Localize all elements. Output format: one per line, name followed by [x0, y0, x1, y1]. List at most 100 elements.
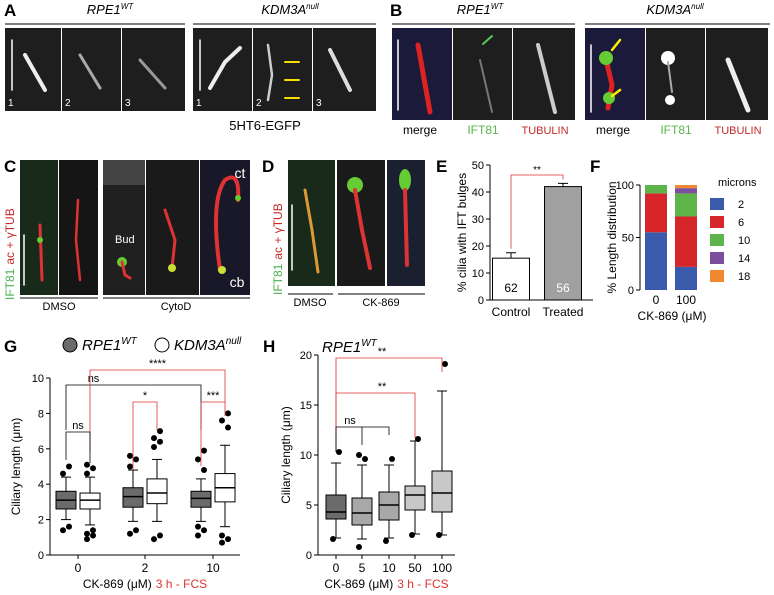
- x-axis-label-main: CK-869 (μM): [83, 577, 152, 591]
- error-bar: [558, 182, 568, 187]
- x-axis-label-note: 3 h - FCS: [397, 577, 448, 591]
- significance-bracket: [510, 174, 564, 249]
- significance-bracket: [65, 431, 91, 463]
- group-name: KDM3A: [646, 2, 691, 17]
- stain-green: IFT81: [3, 268, 17, 300]
- outlier: [84, 470, 90, 477]
- legend-swatch: [710, 252, 724, 264]
- outlier: [389, 456, 395, 462]
- x-tick-label: 50: [408, 561, 422, 575]
- y-tick-label: 20: [300, 350, 312, 362]
- outlier: [195, 532, 201, 539]
- panel-a: A RPE1WT KDM3Anull 1 2 3 1 2 3 5HT6-EGFP: [4, 1, 376, 133]
- x-axis-label: CK-869 (μM) 3 h - FCS: [83, 577, 207, 591]
- image-number: 3: [125, 98, 131, 109]
- outlier: [436, 532, 442, 538]
- significance-bracket: [335, 426, 390, 452]
- image-number: 2: [256, 98, 262, 109]
- box: [190, 490, 212, 508]
- y-tick-label: 0: [38, 550, 44, 562]
- significance-label: ns: [88, 373, 100, 385]
- group-name: RPE1: [87, 2, 121, 17]
- outlier: [225, 410, 231, 417]
- significance-bracket: [132, 401, 158, 470]
- annotation: Bud: [115, 234, 135, 246]
- panel-d: D IFT81 ac + γTUB DMSO CK-869: [262, 157, 425, 309]
- panel-label: D: [262, 157, 274, 176]
- y-tick-label: 0: [628, 285, 634, 297]
- bar-segment: [645, 185, 667, 194]
- y-tick-label: 10: [300, 450, 312, 462]
- bar-segment: [645, 193, 667, 233]
- outlier: [442, 361, 448, 367]
- significance-label: ns: [344, 415, 356, 427]
- legend-swatch: [710, 270, 724, 282]
- outlier: [219, 539, 225, 546]
- y-tick-label: 50: [472, 160, 484, 172]
- bar: [492, 257, 530, 301]
- outlier: [127, 452, 133, 459]
- micrograph: [253, 28, 312, 111]
- y-tick-label: 100: [616, 180, 634, 192]
- box: [79, 492, 101, 510]
- legend-name: KDM3A: [174, 337, 226, 354]
- x-axis-label: CK-869 (μM) 3 h - FCS: [324, 577, 448, 591]
- micrograph-mask: [103, 160, 145, 185]
- box: [404, 485, 426, 511]
- outlier: [90, 465, 96, 472]
- outlier: [84, 461, 90, 468]
- x-axis-label: CK-869 (μM): [638, 309, 707, 323]
- outlier: [84, 536, 90, 543]
- legend-sup: null: [226, 336, 242, 347]
- outlier: [330, 536, 336, 542]
- micrograph: [62, 28, 121, 111]
- x-tick-label: 10: [206, 561, 220, 575]
- outlier: [151, 435, 157, 442]
- image-number: 2: [65, 98, 71, 109]
- y-tick-label: 8: [38, 408, 44, 420]
- annotation: cb: [230, 274, 245, 290]
- legend-sup: WT: [121, 336, 137, 347]
- x-tick-label: Control: [492, 305, 531, 319]
- panel-label: C: [4, 157, 16, 176]
- outlier: [219, 417, 225, 424]
- outlier: [336, 449, 342, 455]
- y-tick-label: 10: [32, 373, 44, 385]
- outlier: [127, 530, 133, 537]
- bar-segment: [675, 266, 697, 290]
- y-axis-label: % Length distribution: [605, 181, 619, 293]
- stain-label: IFT81 ac + γTUB: [3, 208, 17, 300]
- legend-title: microns: [718, 177, 757, 189]
- y-tick-label: 0: [306, 550, 312, 562]
- significance-label: **: [533, 165, 541, 176]
- error-bar: [506, 252, 516, 259]
- y-tick-label: 20: [472, 241, 484, 253]
- chart-title: RPE1WT: [322, 338, 378, 356]
- group-sup: WT: [491, 2, 505, 11]
- panel-label: H: [263, 337, 275, 356]
- panel-label: F: [590, 157, 600, 176]
- outlier: [157, 532, 163, 539]
- box: [146, 478, 168, 505]
- y-tick-label: 50: [622, 233, 634, 245]
- significance-bracket: [65, 384, 202, 430]
- micrograph: [706, 28, 768, 120]
- x-tick-label: 0: [653, 293, 660, 307]
- x-axis-label-main: CK-869 (μM): [324, 577, 393, 591]
- significance-label: ****: [149, 358, 167, 370]
- box: [122, 487, 144, 508]
- cilia: [11, 39, 352, 102]
- outlier: [66, 463, 72, 470]
- y-axis-label: Ciliary length (μm): [9, 418, 23, 516]
- y-tick-label: 0: [478, 295, 484, 307]
- legend-swatch: [62, 337, 78, 353]
- significance-label: **: [378, 346, 387, 358]
- group-name: KDM3A: [261, 2, 306, 17]
- panel-label: B: [390, 1, 402, 20]
- y-tick-label: 15: [300, 400, 312, 412]
- count-label: 62: [504, 281, 518, 295]
- significance-bracket: [89, 369, 226, 452]
- significance-label: ***: [207, 390, 221, 402]
- channel-label: TUBULIN: [521, 125, 568, 137]
- bar-segment: [675, 185, 697, 189]
